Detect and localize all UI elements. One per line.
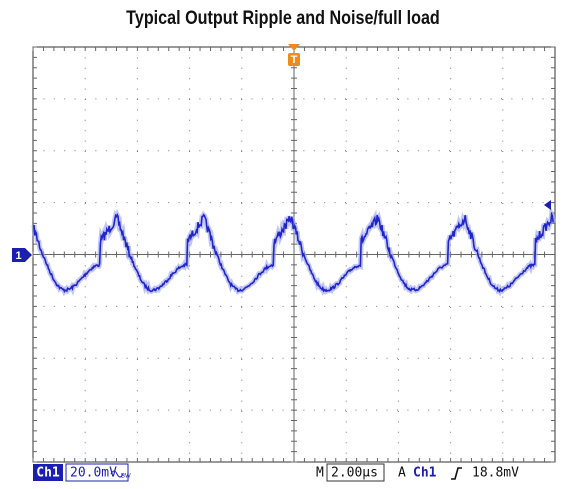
status-scale: 20.0mV — [70, 466, 117, 481]
status-channel: Ch1 — [36, 466, 60, 481]
scope-view: Typical Output Ripple and Noise/full loa… — [0, 0, 565, 489]
channel-label: 1 — [15, 250, 21, 262]
status-timebase: 2.00µs — [331, 466, 378, 481]
channel-arrow — [25, 248, 32, 262]
status-trigger-mode: A — [398, 466, 406, 481]
status-trigger-channel: Ch1 — [413, 466, 437, 481]
title: Typical Output Ripple and Noise/full loa… — [126, 7, 440, 29]
screenshot: Typical Output Ripple and Noise/full loa… — [0, 0, 565, 489]
slope-icon — [451, 468, 462, 479]
status-bandwidth: BW — [121, 474, 131, 480]
trigger-label: T — [291, 54, 298, 66]
status-time-prefix: M — [316, 466, 324, 481]
status-trigger-level: 18.8mV — [472, 466, 519, 481]
